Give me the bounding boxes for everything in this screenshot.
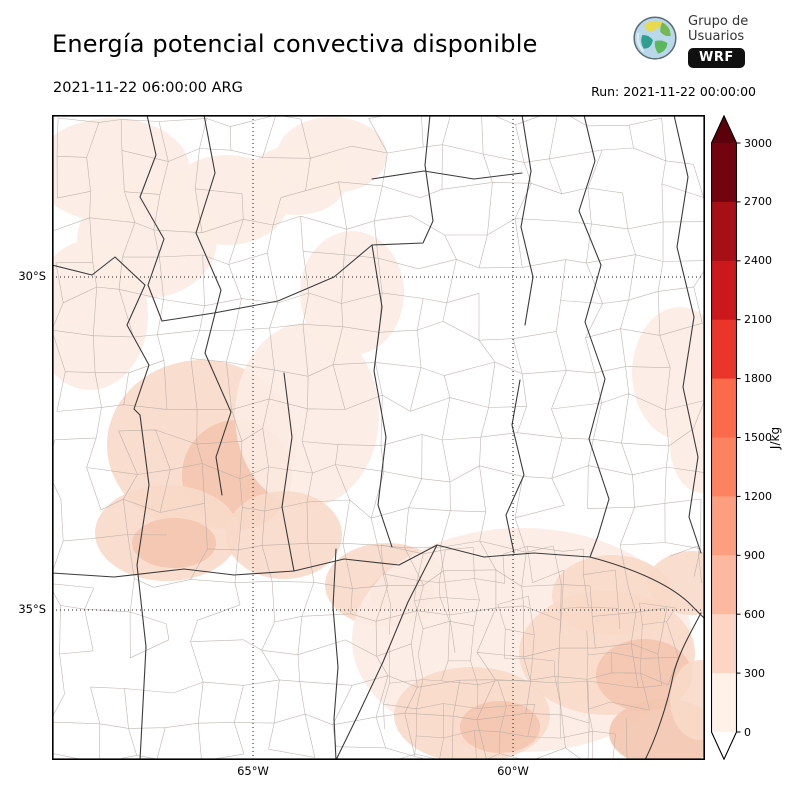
province-boundaries-layer <box>51 114 706 761</box>
colorbar-segment <box>711 496 737 556</box>
colorbar-arrow-under <box>711 732 737 760</box>
colorbar-tick-label: 2700 <box>744 195 772 209</box>
colorbar-segment <box>711 201 737 262</box>
logo-org-line1: Grupo de <box>688 14 749 29</box>
colorbar-segment <box>711 437 737 497</box>
cape-shading-layer <box>32 117 736 767</box>
colorbar-tick-label: 0 <box>744 725 751 739</box>
colorbar-tick-label: 900 <box>744 548 765 562</box>
lon-label-60w: 60°W <box>497 764 529 778</box>
colorbar-tick-labels: 3000 2700 2400 2100 1800 1500 1200 900 600 300 0 <box>744 115 778 760</box>
wrf-badge: WRF <box>688 48 745 68</box>
lat-label-30s: 30°S <box>18 269 46 283</box>
colorbar-tick-label: 1200 <box>744 489 772 503</box>
colorbar-tick-label: 2400 <box>744 254 772 268</box>
lat-label-35s: 35°S <box>18 602 46 616</box>
map-canvas <box>32 109 736 767</box>
colorbar-segment <box>711 319 737 379</box>
map-panel <box>32 109 736 767</box>
colorbar-segment <box>711 260 737 321</box>
globe-icon <box>633 16 677 60</box>
colorbar-tick-label: 1500 <box>744 431 772 444</box>
colorbar <box>711 115 741 760</box>
wrf-logo: Grupo de Usuarios WRF <box>630 12 796 72</box>
colorbar-tick-label: 300 <box>744 666 765 680</box>
page-title: Energía potencial convectiva disponible <box>52 30 538 58</box>
lon-label-65w: 65°W <box>237 764 269 778</box>
logo-org-line2: Usuarios <box>688 29 745 44</box>
colorbar-segment <box>711 673 737 733</box>
colorbar-segment <box>711 143 737 203</box>
valid-time-label: 2021-11-22 06:00:00 ARG <box>53 80 243 96</box>
colorbar-unit-label: J/kg <box>766 115 784 760</box>
latlon-gridlines <box>52 115 705 760</box>
department-boundaries-layer <box>46 109 711 766</box>
colorbar-segment <box>711 614 737 674</box>
colorbar-tick-label: 2100 <box>744 313 772 327</box>
colorbar-tick-label: 600 <box>744 607 765 621</box>
colorbar-segment <box>711 378 737 438</box>
colorbar-unit-text: J/kg <box>768 426 782 449</box>
colorbar-tick-label: 1800 <box>744 372 772 386</box>
run-time-label: Run: 2021-11-22 00:00:00 <box>591 84 756 99</box>
colorbar-segment <box>711 555 737 615</box>
colorbar-arrow-over <box>711 115 737 143</box>
colorbar-tick-label: 3000 <box>744 136 772 150</box>
map-frame <box>52 115 706 761</box>
